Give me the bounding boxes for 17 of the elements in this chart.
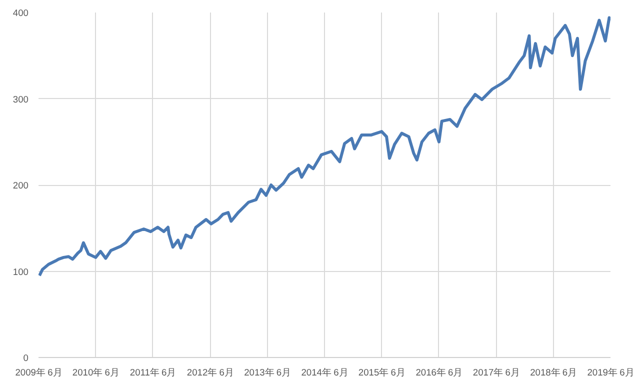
x-tick-label: 2018年 6月 (530, 368, 577, 378)
x-tick-label: 2012年 6月 (186, 368, 234, 378)
y-tick-label: 200 (12, 180, 29, 190)
x-tick-label: 2019年 6月 (587, 368, 634, 378)
y-tick-label: 0 (23, 353, 29, 363)
x-tick-label: 2017年 6月 (472, 368, 520, 378)
x-tick-label: 2009年 6月 (15, 368, 62, 378)
y-tick-label: 100 (12, 266, 29, 277)
x-tick-label: 2011年 6月 (130, 368, 176, 378)
y-tick-label: 400 (12, 8, 29, 18)
y-tick-label: 300 (12, 94, 29, 104)
x-tick-label: 2015年 6月 (358, 368, 405, 378)
x-tick-label: 2016年 6月 (416, 368, 462, 378)
x-tick-label: 2013年 6月 (244, 368, 291, 378)
line-series (38, 16, 610, 278)
x-tick-label: 2010年 6月 (72, 368, 119, 378)
x-tick-label: 2014年 6月 (301, 368, 348, 378)
